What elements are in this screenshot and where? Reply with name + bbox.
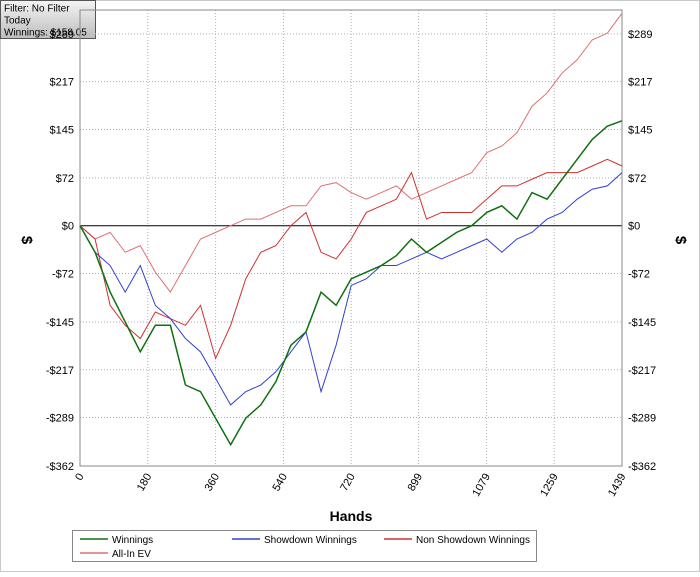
x-tick-label: 0 (73, 472, 86, 483)
info-line: Winnings: $158.05 (4, 28, 87, 39)
y-tick-label: -$217 (628, 365, 656, 377)
y-tick-label: -$362 (628, 461, 656, 473)
y-tick-label: -$289 (628, 413, 656, 425)
y-tick-label: $289 (628, 29, 652, 41)
y-tick-label: -$289 (46, 413, 74, 425)
y-tick-label: -$145 (46, 317, 74, 329)
legend-label: All-In EV (112, 549, 151, 560)
y-tick-label: -$72 (52, 269, 74, 281)
series-line (79, 172, 623, 406)
y-axis-label: $ (672, 236, 689, 245)
y-tick-label: $0 (628, 221, 640, 233)
series-line (79, 120, 623, 447)
y-tick-label: $72 (628, 173, 646, 185)
y-tick-label: $145 (628, 124, 652, 136)
y-tick-label: $289 (50, 29, 74, 41)
legend-label: Showdown Winnings (264, 535, 357, 546)
x-axis-label: Hands (330, 508, 373, 524)
y-axis-label: $ (18, 236, 35, 245)
y-tick-label: $72 (56, 173, 74, 185)
y-tick-label: $145 (50, 124, 74, 136)
info-line: Today (4, 16, 31, 27)
series-line (79, 13, 623, 294)
y-tick-label: -$145 (628, 317, 656, 329)
y-tick-label: -$362 (46, 461, 74, 473)
y-tick-label: $217 (50, 77, 74, 89)
plot-border (79, 9, 623, 467)
y-tick-label: -$217 (46, 365, 74, 377)
legend-box (72, 530, 537, 562)
y-tick-label: -$72 (628, 269, 650, 281)
legend-label: Non Showdown Winnings (416, 535, 530, 546)
info-line: Filter: No Filter (4, 4, 70, 15)
legend-label: Winnings (112, 535, 153, 546)
y-tick-label: $217 (628, 77, 652, 89)
y-tick-label: $0 (62, 221, 74, 233)
